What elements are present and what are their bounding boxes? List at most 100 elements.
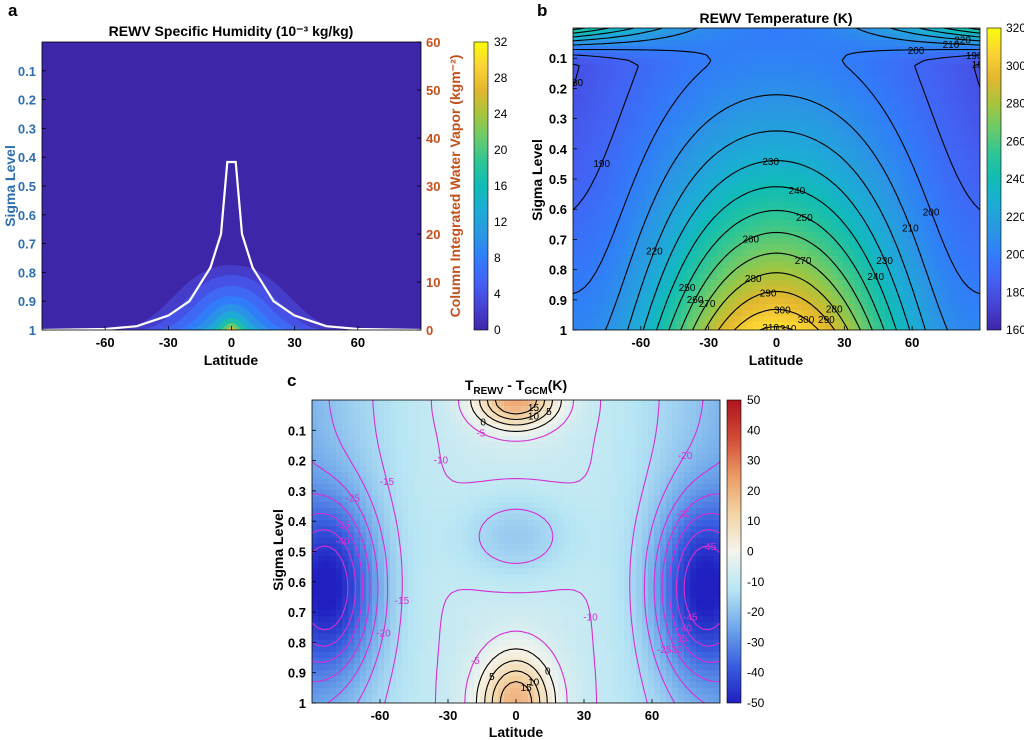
field-cell	[390, 406, 397, 413]
field-cell	[765, 112, 772, 119]
field-cell	[597, 274, 604, 281]
field-cell	[651, 178, 658, 185]
field-cell	[789, 214, 796, 221]
field-cell	[675, 268, 682, 275]
field-cell	[789, 82, 796, 89]
field-cell	[831, 94, 838, 101]
field-cell	[576, 454, 583, 461]
field-cell	[723, 112, 730, 119]
field-cell	[873, 250, 880, 257]
field-cell	[909, 310, 916, 317]
field-cell	[621, 328, 628, 330]
field-cell	[939, 274, 946, 281]
field-cell	[783, 196, 790, 203]
field-cell	[666, 442, 673, 449]
field-cell	[408, 430, 415, 437]
field-cell	[807, 220, 814, 227]
field-cell	[795, 148, 802, 155]
field-cell	[843, 256, 850, 263]
field-cell	[951, 64, 958, 71]
field-cell	[594, 436, 601, 443]
field-cell	[348, 466, 355, 473]
field-cell	[522, 400, 529, 407]
field-cell	[711, 142, 718, 149]
field-cell	[909, 136, 916, 143]
field-cell	[747, 94, 754, 101]
field-cell	[696, 436, 703, 443]
field-cell	[627, 220, 634, 227]
field-cell	[669, 196, 676, 203]
field-cell	[825, 256, 832, 263]
field-cell	[675, 34, 682, 41]
field-cell	[312, 514, 319, 521]
field-cell	[789, 166, 796, 173]
field-cell	[675, 76, 682, 83]
field-cell	[885, 142, 892, 149]
field-cell	[849, 172, 856, 179]
field-cell	[759, 310, 766, 317]
field-cell	[891, 232, 898, 239]
field-cell	[849, 316, 856, 323]
field-cell	[534, 484, 541, 491]
field-cell	[510, 400, 517, 407]
field-cell	[975, 118, 980, 125]
field-cell	[951, 262, 958, 269]
field-cell	[825, 124, 832, 131]
field-cell	[843, 184, 850, 191]
field-cell	[969, 58, 976, 65]
field-cell	[747, 208, 754, 215]
field-cell	[312, 448, 319, 455]
field-cell	[663, 40, 670, 47]
field-cell	[573, 286, 580, 293]
field-cell	[597, 208, 604, 215]
field-cell	[546, 496, 553, 503]
field-cell	[759, 268, 766, 275]
field-cell	[312, 418, 319, 425]
field-cell	[609, 214, 616, 221]
field-cell	[360, 412, 367, 419]
field-cell	[585, 250, 592, 257]
field-cell	[588, 508, 595, 515]
field-cell	[633, 82, 640, 89]
field-cell	[963, 64, 970, 71]
field-cell	[861, 160, 868, 167]
field-cell	[699, 124, 706, 131]
field-cell	[939, 298, 946, 305]
field-cell	[618, 424, 625, 431]
field-cell	[921, 124, 928, 131]
field-cell	[438, 436, 445, 443]
field-cell	[636, 454, 643, 461]
field-cell	[510, 406, 517, 413]
field-cell	[372, 412, 379, 419]
field-cell	[681, 316, 688, 323]
field-cell	[420, 436, 427, 443]
field-cell	[921, 178, 928, 185]
field-cell	[879, 202, 886, 209]
field-cell	[651, 214, 658, 221]
colorbar-tick-label: 160	[1006, 323, 1024, 337]
field-cell	[360, 508, 367, 515]
field-cell	[753, 58, 760, 65]
field-cell	[975, 328, 980, 330]
field-cell	[903, 136, 910, 143]
field-cell	[633, 184, 640, 191]
field-cell	[699, 208, 706, 215]
field-cell	[660, 460, 667, 467]
field-cell	[921, 64, 928, 71]
field-cell	[969, 94, 976, 101]
field-cell	[759, 154, 766, 161]
field-cell	[603, 280, 610, 287]
field-cell	[669, 328, 676, 330]
field-cell	[825, 136, 832, 143]
field-cell	[585, 70, 592, 77]
field-cell	[813, 262, 820, 269]
field-cell	[873, 58, 880, 65]
field-cell	[819, 268, 826, 275]
field-cell	[873, 76, 880, 83]
field-cell	[651, 172, 658, 179]
field-cell	[837, 142, 844, 149]
field-cell	[819, 58, 826, 65]
field-cell	[390, 454, 397, 461]
field-cell	[753, 64, 760, 71]
field-cell	[855, 46, 862, 53]
